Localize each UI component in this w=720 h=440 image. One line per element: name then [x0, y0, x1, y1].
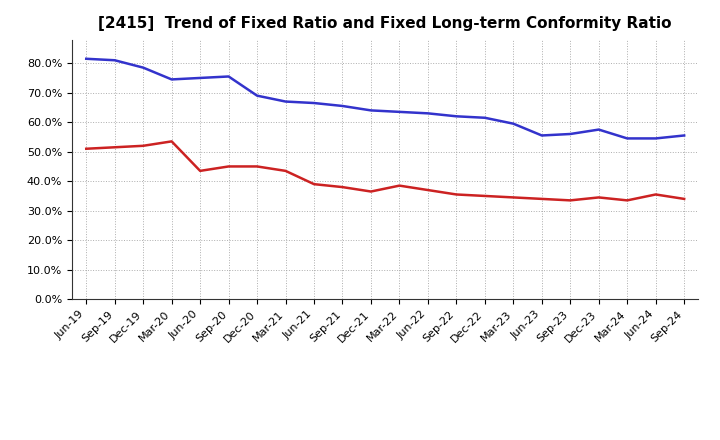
Fixed Long-term Conformity Ratio: [623, 198, 631, 203]
Fixed Long-term Conformity Ratio: [82, 146, 91, 151]
Fixed Ratio: [595, 127, 603, 132]
Fixed Long-term Conformity Ratio: [139, 143, 148, 148]
Fixed Long-term Conformity Ratio: [652, 192, 660, 197]
Fixed Long-term Conformity Ratio: [282, 168, 290, 173]
Fixed Long-term Conformity Ratio: [225, 164, 233, 169]
Fixed Long-term Conformity Ratio: [680, 196, 688, 202]
Fixed Ratio: [139, 65, 148, 70]
Fixed Long-term Conformity Ratio: [253, 164, 261, 169]
Fixed Ratio: [480, 115, 489, 121]
Fixed Ratio: [110, 58, 119, 63]
Fixed Long-term Conformity Ratio: [196, 168, 204, 173]
Line: Fixed Ratio: Fixed Ratio: [86, 59, 684, 139]
Fixed Ratio: [537, 133, 546, 138]
Fixed Long-term Conformity Ratio: [480, 193, 489, 198]
Fixed Ratio: [282, 99, 290, 104]
Fixed Long-term Conformity Ratio: [509, 195, 518, 200]
Fixed Ratio: [566, 132, 575, 137]
Fixed Ratio: [366, 108, 375, 113]
Fixed Long-term Conformity Ratio: [595, 195, 603, 200]
Fixed Ratio: [338, 103, 347, 109]
Fixed Long-term Conformity Ratio: [310, 182, 318, 187]
Fixed Ratio: [167, 77, 176, 82]
Fixed Ratio: [652, 136, 660, 141]
Fixed Ratio: [395, 109, 404, 114]
Fixed Long-term Conformity Ratio: [423, 187, 432, 193]
Fixed Long-term Conformity Ratio: [537, 196, 546, 202]
Fixed Long-term Conformity Ratio: [167, 139, 176, 144]
Fixed Ratio: [680, 133, 688, 138]
Fixed Ratio: [509, 121, 518, 126]
Fixed Ratio: [623, 136, 631, 141]
Fixed Long-term Conformity Ratio: [366, 189, 375, 194]
Fixed Long-term Conformity Ratio: [338, 184, 347, 190]
Fixed Long-term Conformity Ratio: [395, 183, 404, 188]
Fixed Long-term Conformity Ratio: [566, 198, 575, 203]
Line: Fixed Long-term Conformity Ratio: Fixed Long-term Conformity Ratio: [86, 141, 684, 200]
Title: [2415]  Trend of Fixed Ratio and Fixed Long-term Conformity Ratio: [2415] Trend of Fixed Ratio and Fixed Lo…: [99, 16, 672, 32]
Fixed Ratio: [82, 56, 91, 62]
Fixed Ratio: [310, 100, 318, 106]
Fixed Ratio: [225, 74, 233, 79]
Fixed Ratio: [253, 93, 261, 98]
Fixed Long-term Conformity Ratio: [452, 192, 461, 197]
Fixed Ratio: [423, 111, 432, 116]
Fixed Ratio: [196, 75, 204, 81]
Fixed Long-term Conformity Ratio: [110, 145, 119, 150]
Fixed Ratio: [452, 114, 461, 119]
